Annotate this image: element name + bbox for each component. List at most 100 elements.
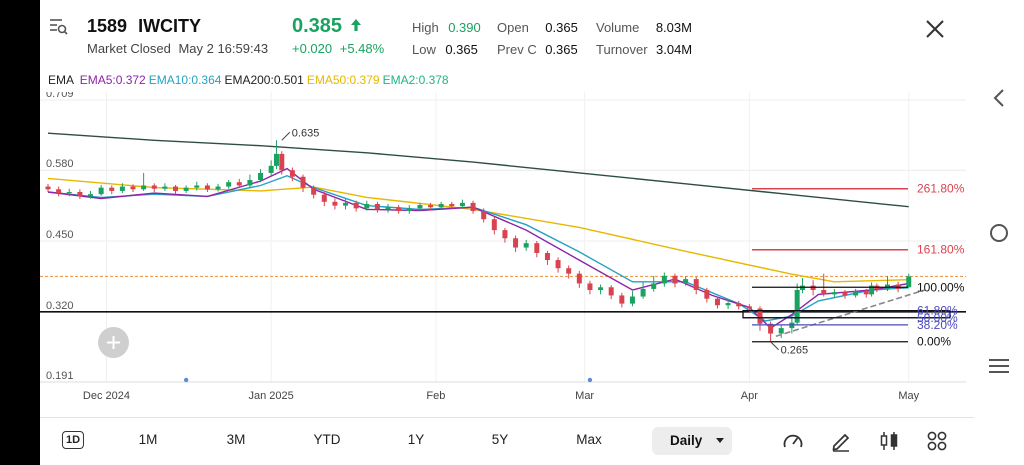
price-change: +0.020 +5.48% [292, 41, 384, 56]
period-tab-1y[interactable]: 1Y [407, 432, 425, 447]
caret-down-icon [716, 438, 724, 443]
stat-volume: Volume 8.03M [596, 19, 692, 37]
interval-dropdown[interactable]: Daily [652, 427, 732, 455]
candle-body [258, 172, 264, 181]
y-tick-label: 0.709 [46, 92, 74, 100]
stat-open: Open 0.365 [497, 19, 578, 37]
candle-body [481, 211, 487, 220]
layout-button[interactable] [926, 430, 948, 457]
period-tab-5y[interactable]: 5Y [491, 432, 509, 447]
candle-body [555, 260, 561, 269]
chart-type-button[interactable] [878, 430, 900, 457]
back-nav-icon[interactable] [991, 88, 1007, 108]
ema-legend-item: EMA50:0.379 [306, 73, 380, 87]
event-marker-dot [183, 377, 189, 383]
annotation-leader [770, 341, 779, 351]
x-tick-label: Jan 2025 [249, 390, 294, 402]
candle-body [768, 323, 774, 334]
candle-body [587, 283, 593, 290]
period-tab-max[interactable]: Max [576, 432, 602, 447]
fib-level-label: 161.80% [917, 243, 965, 257]
period-tab-ytd[interactable]: YTD [313, 432, 341, 447]
stat-high: High 0.390 [412, 19, 481, 37]
menu-search-icon[interactable] [48, 16, 68, 41]
x-tick-label: Feb [426, 390, 445, 402]
ema-legend[interactable]: EMA EMA5:0.372 EMA10:0.364 EMA200:0.501 EMA… [48, 73, 449, 87]
candle-body [778, 328, 784, 334]
stat-turnover-value: 3.04M [656, 42, 693, 57]
market-status-text: Market Closed [87, 41, 171, 56]
candle-body [725, 303, 731, 306]
close-button[interactable] [924, 18, 946, 45]
stat-low-label: Low [412, 42, 436, 57]
event-marker-dot [587, 377, 593, 383]
candle-body [704, 289, 710, 299]
candle-body [162, 186, 168, 189]
candle-body [449, 203, 455, 207]
candle-body [173, 186, 179, 191]
annotation-label: 0.635 [292, 127, 320, 139]
candle-body [406, 208, 412, 212]
candlestick-icon [880, 432, 898, 450]
trendline [775, 289, 925, 338]
y-tick-label: 0.191 [46, 370, 74, 382]
stat-prevc: Prev C 0.365 [497, 41, 578, 59]
candle-body [130, 186, 136, 190]
last-price-value: 0.385 [292, 15, 343, 37]
fib-level-label: 61.80% [917, 304, 958, 318]
candle-body [247, 180, 253, 186]
add-indicator-button[interactable] [98, 327, 129, 358]
fib-level-label: 100.00% [917, 280, 965, 294]
candle-body [374, 203, 380, 210]
fib-range-box [742, 310, 951, 319]
fib-level-label: 38.20% [917, 318, 958, 332]
candle-body [109, 187, 115, 191]
candle-body [736, 303, 742, 307]
period-tab-1d[interactable]: 1D [61, 431, 85, 449]
ema-legend-item: EMA5:0.372 [79, 73, 146, 87]
recents-nav-icon[interactable] [988, 357, 1010, 375]
candle-body [714, 298, 720, 306]
stat-turnover-label: Turnover [596, 42, 648, 57]
stat-turnover: Turnover 3.04M [596, 41, 692, 59]
price-change-pct: +5.48% [339, 41, 385, 56]
price-chart[interactable]: 0.709 0.580 0.450 0.320 0.191 Dec 2024 Jan 202… [40, 92, 974, 417]
gauge-button[interactable] [782, 430, 804, 457]
pencil-icon [832, 433, 850, 452]
y-tick-label: 0.580 [46, 158, 74, 170]
stat-prevc-value: 0.365 [545, 42, 578, 57]
y-tick-label: 0.320 [46, 300, 74, 312]
ema-legend-item: EMA2:0.378 [382, 73, 449, 87]
stat-prevc-label: Prev C [497, 42, 537, 57]
candle-body [151, 185, 157, 189]
candle-body [438, 203, 444, 208]
market-status: Market Closed May 2 16:59:43 [87, 41, 268, 56]
candle-body [279, 153, 285, 171]
candle-body [794, 289, 800, 323]
fib-level-label: 0.00% [917, 335, 951, 349]
stat-high-value: 0.390 [448, 20, 481, 35]
candle-body [194, 185, 200, 188]
period-tab-3m[interactable]: 3M [226, 432, 246, 447]
candle-body [226, 182, 232, 187]
candle-body [66, 192, 72, 194]
draw-button[interactable] [830, 430, 852, 457]
candle-body [77, 192, 83, 197]
candle-body [332, 201, 338, 206]
fib-level-label: 50.00% [917, 311, 958, 325]
candle-body [842, 292, 848, 296]
candle-body [598, 287, 604, 290]
stat-volume-label: Volume [596, 20, 640, 35]
grid-icon [927, 431, 947, 451]
stock-title: 1589 IWCITY [87, 16, 201, 37]
candle-body [353, 202, 359, 209]
home-nav-icon[interactable] [988, 222, 1010, 244]
ema-legend-prefix: EMA [48, 73, 74, 87]
fib-level-label: 261.80% [917, 182, 965, 196]
stat-low-value: 0.365 [445, 42, 478, 57]
candle-body [396, 207, 402, 212]
candle-body [608, 287, 614, 296]
candle-body [98, 187, 104, 195]
period-tab-1m[interactable]: 1M [138, 432, 158, 447]
candle-body [693, 279, 699, 290]
